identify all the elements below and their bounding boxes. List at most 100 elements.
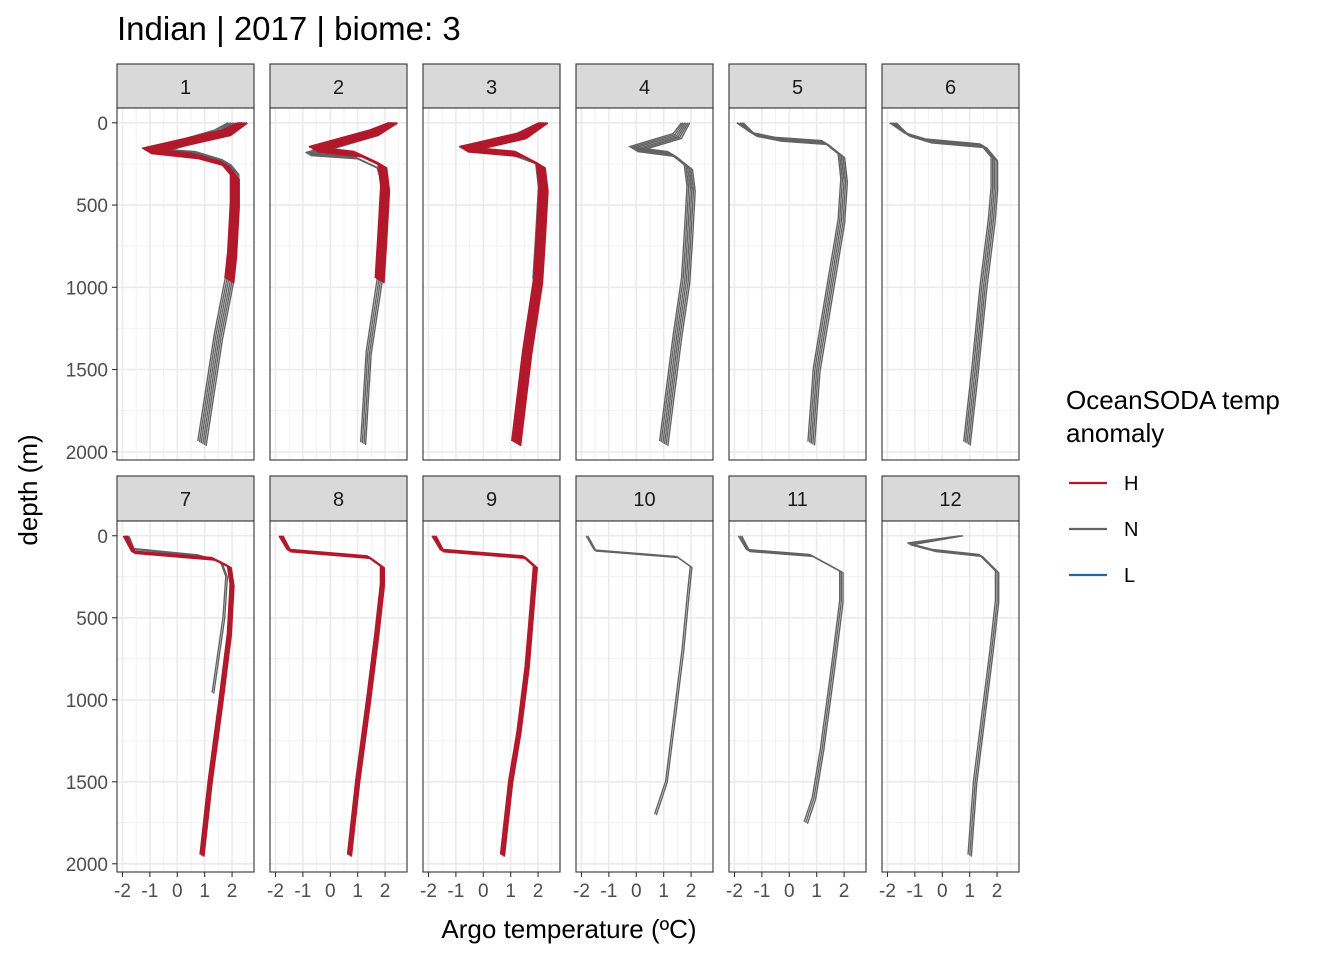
x-tick-label: -2 [114,881,131,902]
legend: OceanSODA temp anomaly H N L [1066,385,1280,587]
x-tick-label: 1 [505,881,516,902]
x-tick-label: 1 [199,881,210,902]
x-tick-label: 2 [227,881,238,902]
panel-border [116,520,255,873]
facet-strip [269,63,408,109]
legend-label-H: H [1124,473,1138,495]
x-tick-label: 2 [686,881,697,902]
panel-border [269,107,408,461]
y-tick-label: 500 [76,196,108,217]
panel-border [728,520,867,873]
facet-strip [116,475,255,522]
facet-panel-12: 12-2 -1 0 1 2 [879,475,1020,902]
y-tick-label: 2000 [66,443,108,464]
profile-line-H [467,121,549,447]
x-tick-label: -2 [573,881,590,902]
panel-border [422,107,561,461]
profile-line-H [462,121,544,444]
legend-title-line-1: OceanSODA temp [1066,385,1280,415]
facet-panel-5: 5 [728,63,867,461]
facet-strip [575,475,714,522]
facet-panel-9: 9 -2 -1 0 1 2 [420,475,561,902]
facet-strip [728,475,867,522]
facet-strip-label: 3 [486,77,497,99]
x-tick-label: -1 [906,881,923,902]
profile-line-N [628,122,688,442]
profile-line-N [587,535,693,816]
profile-line-N [633,122,693,445]
x-tick-label: -2 [879,881,896,902]
y-tick-label: 0 [97,527,108,548]
x-tick-label: 1 [811,881,822,902]
x-tick-label: 1 [964,881,975,902]
y-axis-title: depth (m) [13,434,43,545]
x-axis-title: Argo temperature (ºC) [441,914,696,944]
profile-line-H [460,121,543,443]
panel-background [117,521,254,872]
y-tick-label: 1000 [66,278,108,299]
panel-border [881,520,1020,873]
x-tick-label: -2 [267,881,284,902]
panel-background [270,521,407,872]
y-tick-label: 1000 [66,691,108,712]
facet-strip-label: 11 [787,489,808,511]
panel-background [423,521,560,872]
facet-strip-label: 4 [639,77,650,99]
facet-strip-label: 6 [945,77,956,99]
x-tick-label: 0 [937,881,948,902]
facet-panel-4: 4 [575,63,714,461]
legend-label-L: L [1124,565,1135,587]
facet-strip-label: 12 [939,489,961,511]
profile-line-H [434,535,538,857]
x-tick-label: 0 [478,881,489,902]
x-tick-label: 1 [352,881,363,902]
x-tick-label: 0 [631,881,642,902]
panel-border [575,107,714,461]
facet-strip-label: 7 [180,489,191,511]
profile-line-N [740,535,844,825]
profile-line-H [281,535,385,857]
x-tick-label: 1 [658,881,669,902]
y-tick-label: 1500 [66,361,108,382]
profile-line-H [463,121,546,445]
profile-line-H [150,121,248,284]
profile-line-N [742,122,849,446]
facet-panel-6: 6 [881,63,1020,461]
panel-background [270,108,407,460]
profile-line-H [125,535,235,857]
profile-line-N [635,122,695,446]
x-tick-label: 2 [533,881,544,902]
facet-strip-label: 10 [633,489,655,511]
x-tick-label: -1 [294,881,311,902]
facet-strip-label: 2 [333,77,344,99]
profile-line-H [459,121,541,442]
facet-strip [116,63,255,109]
facet-panel-11: 11 -2 -1 0 1 2 [726,475,867,902]
facet-panel-8: 8 -2 -1 0 1 2 [267,475,408,902]
panel-background [882,108,1019,460]
x-tick-label: 2 [992,881,1003,902]
panel-background [882,521,1019,872]
legend-label-N: N [1124,519,1138,541]
y-tick-label: 0 [97,114,108,135]
facet-strip [422,475,561,522]
profile-line-N [632,122,691,444]
panel-border [881,107,1020,461]
facet-strip-label: 1 [180,77,191,99]
x-tick-label: -2 [726,881,743,902]
x-tick-label: -1 [753,881,770,902]
chart-title: Indian | 2017 | biome: 3 [117,10,461,47]
facet-strip-label: 5 [792,77,803,99]
legend-title-line-2: anomaly [1066,418,1164,448]
panel-background [576,521,713,872]
panel-border [116,107,255,461]
facet-strip [575,63,714,109]
facet-panel-1: 1 0 500 1000 1500 2000 [66,63,255,464]
x-tick-label: -1 [141,881,158,902]
x-tick-label: -1 [600,881,617,902]
panel-border [422,520,561,873]
profile-line-N [585,535,691,815]
